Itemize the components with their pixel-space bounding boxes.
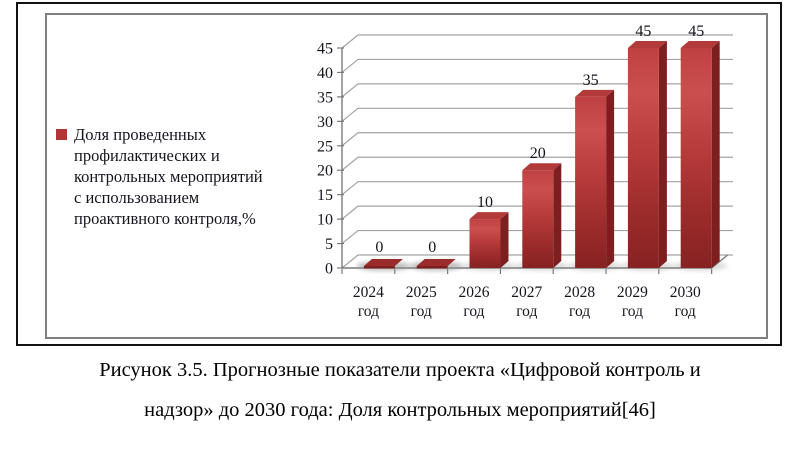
y-axis-label: 30 xyxy=(317,114,333,131)
gridline xyxy=(341,132,733,147)
bar-side-face xyxy=(658,41,667,268)
bar-front-face xyxy=(469,219,501,268)
bar-front-face xyxy=(627,48,659,268)
bar-chart: 05101520253035404502024год02025год102026… xyxy=(317,23,733,320)
x-axis-label-suffix: год xyxy=(358,303,379,320)
y-axis-label: 40 xyxy=(317,65,333,82)
gridline xyxy=(341,58,733,73)
bar-top-face xyxy=(680,41,720,48)
x-axis-label-year: 2024 xyxy=(353,284,384,301)
y-axis-label: 10 xyxy=(317,212,333,229)
bar-value-label: 0 xyxy=(428,239,436,256)
x-axis-label-suffix: год xyxy=(411,303,432,320)
legend-line: контрольных мероприятий xyxy=(74,167,263,186)
zero-bar-front-face xyxy=(363,266,395,269)
bar-front-face xyxy=(680,48,712,268)
caption-line-1: Рисунок 3.5. Прогнозные показатели проек… xyxy=(99,359,701,381)
x-axis-label-year: 2025 xyxy=(406,284,437,301)
x-axis-label-suffix: год xyxy=(516,303,537,320)
legend-line: проактивного контроля,% xyxy=(74,209,256,228)
x-axis-label-suffix: год xyxy=(675,303,696,320)
x-axis-label-suffix: год xyxy=(463,303,484,320)
bar-side-face xyxy=(500,212,509,268)
y-axis-label: 35 xyxy=(317,89,333,106)
x-axis-label-suffix: год xyxy=(622,303,643,320)
y-axis-label: 0 xyxy=(325,261,333,278)
legend-label: Доля проведенных профилактических и конт… xyxy=(74,124,263,229)
bar-front-face xyxy=(522,170,554,268)
gridline xyxy=(341,83,733,98)
figure-caption: Рисунок 3.5. Прогнозные показатели проек… xyxy=(0,350,800,430)
bar-value-label: 0 xyxy=(375,239,383,256)
bar-top-face xyxy=(575,89,615,97)
x-axis-label-year: 2027 xyxy=(511,284,542,301)
bar-front-face xyxy=(575,96,607,268)
zero-bar-top-face xyxy=(363,259,403,266)
bar-side-face xyxy=(711,41,720,268)
y-axis-label: 5 xyxy=(325,236,333,253)
gridline xyxy=(341,107,733,122)
bar-value-label: 10 xyxy=(477,194,493,211)
bar-top-face xyxy=(469,212,509,220)
bar-value-label: 45 xyxy=(688,23,704,40)
y-axis-label: 20 xyxy=(317,163,333,180)
x-axis-label-suffix: год xyxy=(569,303,590,320)
x-axis-label-year: 2029 xyxy=(617,284,648,301)
bar-value-label: 20 xyxy=(530,145,546,162)
bar-value-label: 35 xyxy=(583,72,599,89)
legend-marker-icon xyxy=(56,129,67,140)
legend-line: Доля проведенных xyxy=(74,125,207,144)
legend-line: с использованием xyxy=(74,188,200,207)
x-axis-label-year: 2026 xyxy=(459,284,490,301)
chart-legend: Доля проведенных профилактических и конт… xyxy=(56,124,318,229)
y-axis-label: 25 xyxy=(317,138,333,155)
x-axis-label-year: 2030 xyxy=(670,284,701,301)
caption-line-2: надзор» до 2030 года: Доля контрольных м… xyxy=(144,399,656,421)
gridline xyxy=(341,34,733,49)
zero-bar-front-face xyxy=(416,266,448,269)
bar-side-face xyxy=(553,163,562,268)
bar-top-face xyxy=(627,41,667,48)
bar-side-face xyxy=(606,89,615,268)
x-axis-label-year: 2028 xyxy=(564,284,595,301)
y-axis-label: 15 xyxy=(317,187,333,204)
zero-bar-top-face xyxy=(416,259,456,266)
bar-top-face xyxy=(522,163,562,171)
y-axis-label: 45 xyxy=(317,41,333,58)
bar-value-label: 45 xyxy=(635,23,651,40)
legend-line: профилактических и xyxy=(74,146,220,165)
